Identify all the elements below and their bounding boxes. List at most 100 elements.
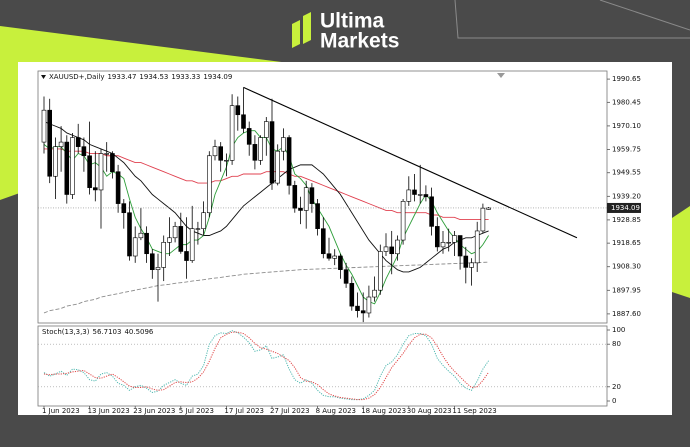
candle-body	[218, 146, 223, 161]
candle-body	[121, 203, 127, 214]
candle-body	[298, 207, 303, 211]
frame-line	[599, 0, 690, 31]
header-close: 1934.09	[203, 73, 232, 81]
candle-body	[480, 207, 486, 232]
candle-body	[47, 109, 53, 177]
shift-marker	[497, 73, 505, 78]
candle-body	[303, 187, 309, 211]
candle-body	[150, 253, 155, 270]
candle-body	[429, 196, 434, 227]
candle-body	[326, 253, 332, 259]
candle-body	[360, 310, 366, 314]
candle-body	[463, 255, 469, 268]
candle-body	[144, 232, 149, 255]
y-tick-label: 80	[612, 340, 621, 348]
current-price-label: 1934.09	[611, 204, 640, 212]
candle-body	[70, 137, 75, 195]
x-tick-label: 1 Jun 2023	[42, 407, 80, 415]
candle-body	[355, 305, 360, 311]
header-high: 1934.53	[139, 73, 168, 81]
candle-body	[155, 267, 161, 270]
candle-body	[132, 237, 138, 257]
y-tick-label: 1939.20	[612, 192, 641, 200]
candle-body	[377, 251, 383, 291]
candle-body	[395, 239, 400, 255]
y-tick-label: 1928.85	[612, 216, 641, 224]
candle-body	[75, 137, 81, 147]
candle-body	[440, 242, 446, 248]
candle-body	[315, 203, 320, 229]
candle-body	[212, 146, 218, 157]
candle-body	[41, 109, 47, 143]
candle-body	[486, 207, 491, 210]
moving-average	[44, 148, 489, 221]
logo-mark	[292, 20, 300, 48]
candle-body	[366, 296, 372, 314]
chart-title: XAUUSD+,Daily	[49, 73, 104, 81]
moving-average	[43, 121, 489, 273]
chart-header: XAUUSD+,Daily 1933.47 1934.53 1933.33 1934.0…	[49, 73, 232, 81]
candle-body	[349, 283, 355, 307]
x-tick-label: 8 Aug 2023	[316, 407, 356, 415]
candle-body	[446, 242, 452, 244]
candle-body	[58, 141, 64, 147]
candle-body	[400, 201, 406, 241]
candle-body	[258, 137, 263, 161]
candle-body	[64, 141, 70, 195]
candle-body	[406, 189, 412, 202]
stoch-plot-frame	[37, 325, 608, 407]
candle-body	[338, 255, 343, 270]
logo: Ultima Markets	[292, 10, 399, 53]
x-tick-label: 5 Jul 2023	[179, 407, 214, 415]
candle-body	[292, 185, 298, 209]
y-tick-label: 1990.65	[612, 75, 641, 83]
x-tick-label: 13 Jun 2023	[88, 407, 130, 415]
header-open: 1933.47	[107, 73, 136, 81]
candle-body	[332, 255, 338, 259]
candle-body	[87, 155, 92, 188]
candle-body	[252, 144, 258, 161]
candle-body	[275, 150, 281, 184]
y-tick-label: 20	[612, 383, 621, 391]
accent-right	[672, 206, 690, 298]
candle-body	[98, 153, 104, 191]
y-tick-label: 0	[612, 397, 616, 405]
candle-body	[167, 237, 172, 243]
candle-body	[423, 194, 429, 198]
x-tick-label: 30 Aug 2023	[407, 407, 452, 415]
y-tick-label: 100	[612, 326, 625, 334]
y-tick-label: 1908.30	[612, 263, 641, 271]
candle-body	[138, 232, 144, 239]
candle-body	[201, 212, 206, 229]
candle-body	[127, 212, 132, 257]
candle-body	[184, 251, 189, 261]
candle-body	[320, 228, 326, 255]
candle-body	[281, 137, 286, 152]
candle-body	[93, 187, 98, 191]
y-tick-label: 1918.65	[612, 239, 641, 247]
candle-body	[452, 235, 457, 243]
candle-body	[110, 153, 115, 173]
candle-body	[434, 226, 440, 248]
candle-body	[474, 230, 480, 264]
candle-body	[457, 235, 463, 257]
candle-body	[412, 189, 417, 195]
candle-body	[189, 228, 195, 261]
moving-average	[43, 261, 489, 314]
stoch-title: Stoch(13,3,3)	[42, 328, 90, 336]
candle-body	[207, 155, 212, 214]
stoch-header: Stoch(13,3,3) 56.7103 40.5096	[42, 328, 154, 336]
x-tick-label: 23 Jun 2023	[133, 407, 175, 415]
x-tick-label: 11 Sep 2023	[452, 407, 496, 415]
y-tick-label: 1897.95	[612, 286, 641, 294]
candle-body	[309, 187, 315, 204]
candle-body	[229, 105, 235, 161]
y-tick-label: 1959.75	[612, 145, 641, 153]
candle-body	[81, 146, 87, 157]
candle-body	[246, 128, 252, 145]
candle-body	[224, 160, 229, 162]
stoch-d: 40.5096	[124, 328, 153, 336]
candle-body	[241, 114, 246, 129]
candle-body	[235, 105, 241, 116]
